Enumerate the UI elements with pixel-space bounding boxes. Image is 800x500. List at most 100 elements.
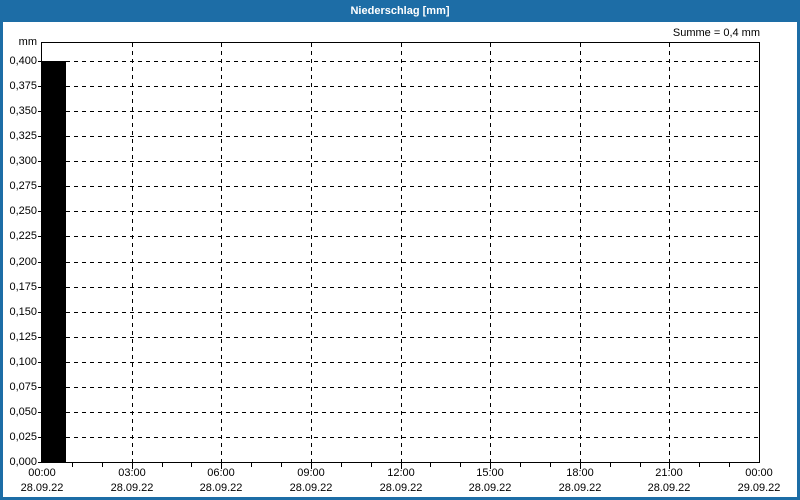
y-tick-label: 0,350 (9, 105, 37, 117)
x-tick-time-label: 00:00 (745, 467, 773, 479)
y-tick-mark (38, 236, 41, 237)
x-tick-date-label: 29.09.22 (737, 482, 781, 494)
x-tick-time-label: 15:00 (476, 467, 504, 479)
x-gridline (490, 43, 491, 462)
y-tick-mark (38, 161, 41, 162)
y-tick-mark (38, 312, 41, 313)
y-gridline (42, 362, 759, 363)
y-tick-mark (38, 262, 41, 263)
y-tick-label: 0,200 (9, 256, 37, 268)
y-gridline (42, 287, 759, 288)
x-gridline (401, 43, 402, 462)
y-tick-mark (38, 287, 41, 288)
x-major-tick-mark (311, 463, 312, 469)
y-tick-label: 0,025 (9, 431, 37, 443)
x-minor-tick-mark (699, 463, 700, 467)
x-minor-tick-mark (729, 463, 730, 467)
y-tick-label: 0,125 (9, 331, 37, 343)
y-tick-label: 0,225 (9, 230, 37, 242)
y-gridline (42, 111, 759, 112)
y-tick-mark (38, 462, 41, 463)
y-tick-mark (38, 211, 41, 212)
y-tick-mark (38, 412, 41, 413)
x-tick-time-label: 09:00 (297, 467, 325, 479)
y-gridline (42, 236, 759, 237)
x-tick-date-label: 28.09.22 (110, 482, 154, 494)
x-major-tick-mark (221, 463, 222, 469)
y-tick-label: 0,375 (9, 80, 37, 92)
x-gridline (132, 43, 133, 462)
x-minor-tick-mark (102, 463, 103, 467)
y-tick-mark (38, 186, 41, 187)
x-gridline (221, 43, 222, 462)
y-gridline (42, 211, 759, 212)
y-tick-mark (38, 337, 41, 338)
y-tick-label: 0,050 (9, 406, 37, 418)
x-minor-tick-mark (550, 463, 551, 467)
x-minor-tick-mark (281, 463, 282, 467)
x-tick-date-label: 28.09.22 (289, 482, 333, 494)
y-tick-mark (38, 437, 41, 438)
x-minor-tick-mark (610, 463, 611, 467)
y-gridline (42, 86, 759, 87)
sum-annotation: Summe = 0,4 mm (672, 27, 760, 39)
x-tick-date-label: 28.09.22 (468, 482, 512, 494)
x-major-tick-mark (132, 463, 133, 469)
y-gridline (42, 337, 759, 338)
y-gridline (42, 136, 759, 137)
y-tick-label: 0,275 (9, 180, 37, 192)
y-gridline (42, 186, 759, 187)
y-tick-label: 0,325 (9, 130, 37, 142)
y-gridline (42, 387, 759, 388)
x-tick-time-label: 18:00 (566, 467, 594, 479)
x-minor-tick-mark (162, 463, 163, 467)
plot-area (41, 42, 760, 463)
x-minor-tick-mark (341, 463, 342, 467)
x-minor-tick-mark (191, 463, 192, 467)
x-minor-tick-mark (640, 463, 641, 467)
y-tick-mark (38, 111, 41, 112)
y-axis-unit-label: mm (18, 36, 37, 48)
y-tick-mark (38, 86, 41, 87)
y-tick-mark (38, 136, 41, 137)
y-gridline (42, 437, 759, 438)
y-tick-mark (38, 387, 41, 388)
y-tick-label: 0,250 (9, 205, 37, 217)
y-gridline (42, 61, 759, 62)
y-gridline (42, 161, 759, 162)
x-tick-time-label: 21:00 (655, 467, 683, 479)
x-major-tick-mark (580, 463, 581, 469)
x-tick-date-label: 28.09.22 (647, 482, 691, 494)
x-minor-tick-mark (430, 463, 431, 467)
y-tick-label: 0,300 (9, 155, 37, 167)
precipitation-bar (42, 61, 66, 462)
x-gridline (669, 43, 670, 462)
x-tick-time-label: 03:00 (118, 467, 146, 479)
x-tick-date-label: 28.09.22 (379, 482, 423, 494)
x-major-tick-mark (401, 463, 402, 469)
y-gridline (42, 262, 759, 263)
y-tick-label: 0,100 (9, 356, 37, 368)
y-gridline (42, 312, 759, 313)
x-tick-date-label: 28.09.22 (199, 482, 243, 494)
x-tick-time-label: 12:00 (387, 467, 415, 479)
x-major-tick-mark (669, 463, 670, 469)
x-gridline (580, 43, 581, 462)
x-tick-date-label: 28.09.22 (20, 482, 64, 494)
y-tick-mark (38, 61, 41, 62)
chart-title: Niederschlag [mm] (350, 5, 450, 17)
x-minor-tick-mark (251, 463, 252, 467)
y-tick-label: 0,000 (9, 456, 37, 468)
x-minor-tick-mark (371, 463, 372, 467)
y-tick-label: 0,075 (9, 381, 37, 393)
title-bar: Niederschlag [mm] (0, 0, 800, 22)
y-tick-label: 0,150 (9, 306, 37, 318)
x-tick-time-label: 06:00 (207, 467, 235, 479)
x-tick-time-label: 00:00 (28, 467, 56, 479)
y-tick-label: 0,400 (9, 55, 37, 67)
x-tick-date-label: 28.09.22 (558, 482, 602, 494)
x-minor-tick-mark (520, 463, 521, 467)
chart-content: Summe = 0,4 mm mm 0,000 0,025 0,050 0,075 0,… (3, 22, 797, 497)
y-gridline (42, 412, 759, 413)
